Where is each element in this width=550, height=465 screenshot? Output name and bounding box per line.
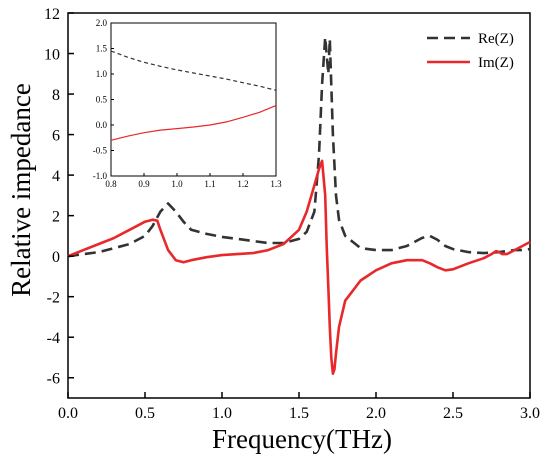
legend-label-im-z: Im(Z)	[478, 55, 514, 71]
inset-x-tick-label: 1.2	[237, 179, 248, 189]
y-tick-label: 12	[44, 6, 60, 23]
inset-y-tick-label: 2.0	[96, 18, 108, 28]
x-tick-label: 0.0	[58, 405, 78, 422]
y-tick-label: 6	[52, 128, 60, 145]
x-tick-label: 2.5	[443, 405, 463, 422]
series-im-z-line	[67, 159, 531, 375]
inset-x-tick-label: 1.3	[270, 179, 282, 189]
x-tick-label: 3.0	[520, 405, 540, 422]
x-tick-label: 2.0	[366, 405, 386, 422]
inset-x-tick-label: 0.8	[105, 179, 117, 189]
inset-y-tick-label: -1.0	[93, 171, 108, 181]
inset-x-tick-label: 1.0	[171, 179, 183, 189]
inset-plot-frame	[110, 22, 277, 177]
x-tick-label: 1.5	[289, 405, 309, 422]
y-tick-label: 4	[52, 168, 60, 185]
inset-y-tick-label: 0.5	[96, 95, 108, 105]
inset-y-tick-label: 0.0	[96, 120, 108, 130]
x-axis-title: Frequency(THz)	[212, 424, 392, 454]
y-tick-label: -6	[47, 371, 60, 388]
y-tick-label: 0	[52, 249, 60, 266]
y-tick-label: 2	[52, 209, 60, 226]
x-tick-label: 1.0	[212, 405, 232, 422]
legend: Re(Z) Im(Z)	[427, 31, 514, 71]
inset-series-im-z-line	[110, 105, 277, 141]
inset-plot: 0.8 0.9 1.0 1.1 1.2 1.3 -1.0 -0.5 0.0 0.5 1.0 1.5 2.…	[93, 18, 282, 189]
inset-y-tick-label: 1.0	[96, 69, 108, 79]
y-tick-label: -2	[47, 290, 60, 307]
inset-x-tick-label: 1.1	[204, 179, 215, 189]
y-tick-label: 8	[52, 87, 60, 104]
series-re-z-line	[67, 36, 531, 258]
inset-x-tick-label: 0.9	[138, 179, 150, 189]
legend-label-re-z: Re(Z)	[478, 31, 514, 47]
inset-y-tick-label: 1.5	[96, 44, 108, 54]
inset-y-tick-label: -0.5	[93, 146, 108, 156]
inset-series-re-z-line	[110, 50, 277, 91]
y-axis-title: Relative impedance	[6, 83, 36, 297]
y-tick-label: 10	[44, 47, 60, 64]
x-tick-label: 0.5	[135, 405, 155, 422]
y-tick-label: -4	[47, 330, 60, 347]
